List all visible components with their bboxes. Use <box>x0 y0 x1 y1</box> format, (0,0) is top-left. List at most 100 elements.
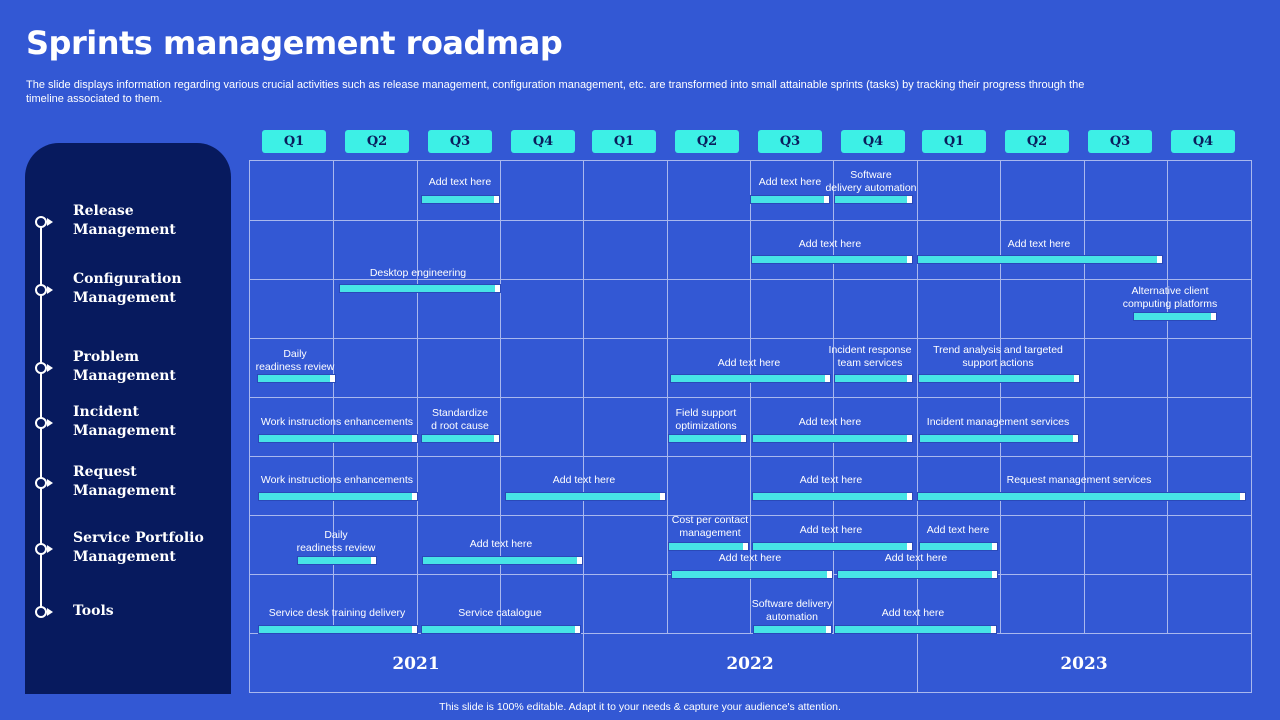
task-label-line: Trend analysis and targeted <box>933 344 1063 356</box>
task-bar[interactable] <box>506 493 665 500</box>
task-label-line: Service catalogue <box>458 607 542 619</box>
task-label-line: Request management services <box>1006 474 1152 486</box>
task-bar[interactable] <box>753 493 912 500</box>
task-label: Trend analysis and targeted support actio… <box>918 344 1078 370</box>
task-bar[interactable] <box>259 435 417 442</box>
task-bar[interactable] <box>258 375 335 382</box>
arrow-right-icon <box>47 364 53 372</box>
task-bar[interactable] <box>671 375 830 382</box>
task-label-line: Standardize <box>431 407 489 419</box>
task-label: Add text here <box>761 474 901 487</box>
timeline-dot-icon <box>35 543 47 555</box>
label-line2: Management <box>73 423 176 439</box>
grid-line <box>249 160 1252 161</box>
task-bar[interactable] <box>259 493 417 500</box>
grid-line <box>249 397 1252 398</box>
task-label-line: computing platforms <box>1122 298 1218 310</box>
task-bar[interactable] <box>919 375 1079 382</box>
task-bar[interactable] <box>259 626 417 633</box>
arrow-right-icon <box>47 545 53 553</box>
task-bar[interactable] <box>669 543 748 550</box>
task-label: Add text here <box>760 238 900 251</box>
task-bar[interactable] <box>422 626 580 633</box>
task-bar[interactable] <box>753 435 912 442</box>
task-label: Alternative client computing platforms <box>1110 285 1230 311</box>
label-line1: Tools <box>73 603 114 619</box>
grid-line <box>1251 160 1252 693</box>
sidebar-item-label: Request Management <box>73 463 223 501</box>
task-bar[interactable] <box>340 285 500 292</box>
grid-line <box>750 160 751 633</box>
timeline-dot-icon <box>35 417 47 429</box>
grid-line <box>249 692 1252 693</box>
timeline-dot-icon <box>35 362 47 374</box>
task-bar[interactable] <box>753 543 912 550</box>
timeline-dot-icon <box>35 216 47 228</box>
task-bar[interactable] <box>754 626 831 633</box>
task-label: Add text here <box>846 552 986 565</box>
quarter-header: Q1 <box>922 130 986 153</box>
task-label: Add text here <box>679 357 819 370</box>
task-label-line: Software delivery <box>751 598 833 610</box>
task-label: Incident management services <box>913 416 1083 429</box>
task-label-line: Add text here <box>469 538 533 550</box>
quarter-header: Q2 <box>1005 130 1069 153</box>
task-label-line: Service desk training delivery <box>268 607 406 619</box>
task-label: Add text here <box>969 238 1109 251</box>
task-bar[interactable] <box>752 256 912 263</box>
year-label: 2022 <box>726 654 774 674</box>
task-label-line: team services <box>837 357 903 369</box>
task-bar[interactable] <box>920 435 1078 442</box>
timeline-dot-icon <box>35 606 47 618</box>
label-line2: Management <box>73 222 176 238</box>
grid-line <box>833 160 834 633</box>
arrow-right-icon <box>47 419 53 427</box>
label-line2: Management <box>73 549 176 565</box>
task-label-line: support actions <box>962 357 1034 369</box>
task-bar[interactable] <box>835 626 996 633</box>
task-bar[interactable] <box>1134 313 1216 320</box>
task-label: Field support optimizations <box>666 407 746 433</box>
task-bar[interactable] <box>298 557 376 564</box>
task-bar[interactable] <box>422 196 499 203</box>
task-label-line: Field support <box>675 407 737 419</box>
grid-line <box>249 338 1252 339</box>
task-bar[interactable] <box>422 435 499 442</box>
task-label-line: Software <box>850 169 892 181</box>
task-bar[interactable] <box>669 435 746 442</box>
task-bar[interactable] <box>835 196 912 203</box>
task-bar[interactable] <box>672 571 832 578</box>
quarter-header: Q3 <box>1088 130 1152 153</box>
task-bar[interactable] <box>751 196 829 203</box>
grid-line <box>1000 160 1001 633</box>
sidebar-item-label: Configuration Management <box>73 270 223 308</box>
task-label: Request management services <box>979 474 1179 487</box>
task-label-line: Add text here <box>758 176 822 188</box>
task-label-line: management <box>679 527 741 539</box>
task-label-line: readiness review <box>296 542 376 554</box>
task-label: Daily readiness review <box>291 529 381 555</box>
task-bar[interactable] <box>918 256 1162 263</box>
task-label: Cost per contact management <box>665 514 755 540</box>
sidebar-item-label: Service Portfolio Management <box>73 529 223 567</box>
grid-line <box>333 160 334 633</box>
task-label: Desktop engineering <box>348 267 488 280</box>
grid-line <box>667 160 668 633</box>
task-bar[interactable] <box>835 375 912 382</box>
year-label: 2021 <box>392 654 440 674</box>
sidebar-item-label: Incident Management <box>73 403 223 441</box>
task-label-line: Add text here <box>926 524 990 536</box>
task-label-line: Add text here <box>799 524 863 536</box>
task-label: Standardize d root cause <box>420 407 500 433</box>
task-label: Add text here <box>843 607 983 620</box>
task-bar[interactable] <box>920 543 997 550</box>
grid-line <box>249 515 1252 516</box>
task-bar[interactable] <box>918 493 1245 500</box>
task-label: Work instructions enhancements <box>252 416 422 429</box>
task-label: Incident response team services <box>820 344 920 370</box>
task-label-line: optimizations <box>675 420 737 432</box>
quarter-header: Q2 <box>345 130 409 153</box>
task-label-line: Add text here <box>552 474 616 486</box>
task-bar[interactable] <box>838 571 997 578</box>
task-bar[interactable] <box>423 557 582 564</box>
